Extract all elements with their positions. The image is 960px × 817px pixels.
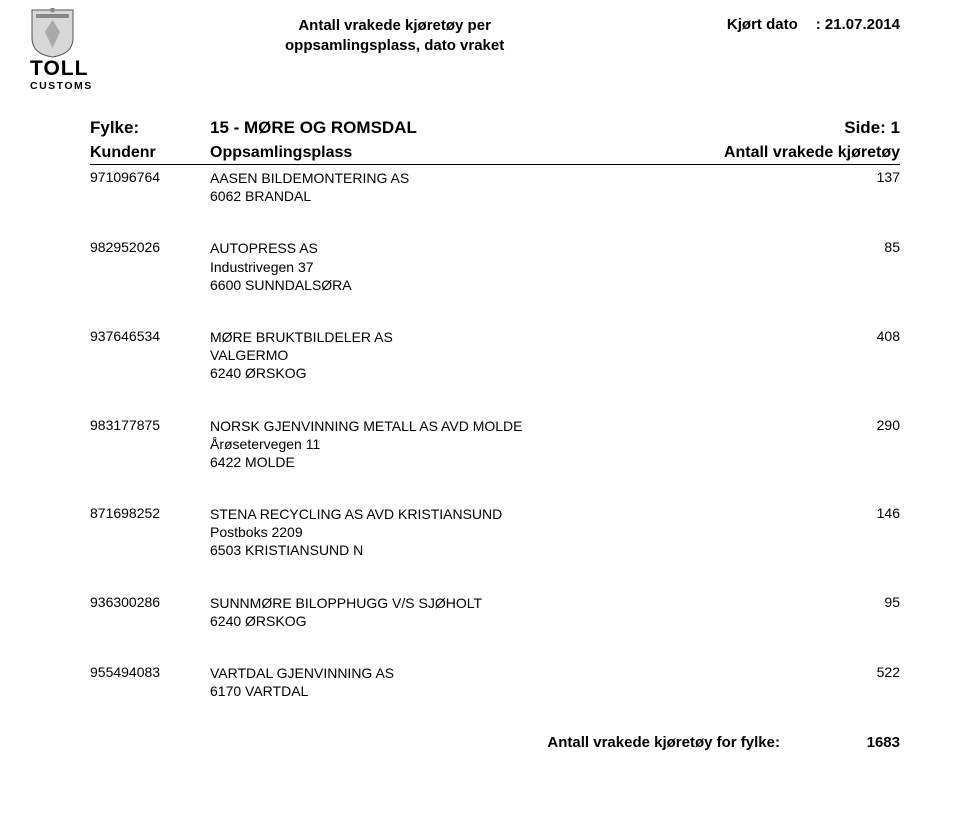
- table-row: 983177875NORSK GJENVINNING METALL AS AVD…: [90, 417, 900, 472]
- count-cell: 290: [840, 417, 900, 472]
- kundenr-cell: 971096764: [90, 169, 210, 205]
- company-name: AASEN BILDEMONTERING AS: [210, 169, 840, 187]
- total-value: 1683: [840, 734, 900, 751]
- company-name: STENA RECYCLING AS AVD KRISTIANSUND: [210, 505, 840, 523]
- address-line-2: 6422 MOLDE: [210, 453, 840, 471]
- oppsamlingsplass-cell: SUNNMØRE BILOPPHUGG V/S SJØHOLT6240 ØRSK…: [210, 594, 840, 630]
- table-row: 971096764AASEN BILDEMONTERING AS6062 BRA…: [90, 169, 900, 205]
- address-line-1: Industrivegen 37: [210, 258, 840, 276]
- address-line-2: 6062 BRANDAL: [210, 187, 840, 205]
- count-cell: 146: [840, 505, 900, 560]
- fylke-label: Fylke:: [90, 118, 210, 138]
- col-oppsamlingsplass: Oppsamlingsplass: [210, 144, 724, 162]
- company-name: MØRE BRUKTBILDELER AS: [210, 328, 840, 346]
- address-line-1: Årøsetervegen 11: [210, 435, 840, 453]
- address-line-1: Postboks 2209: [210, 523, 840, 541]
- column-headers: Kundenr Oppsamlingsplass Antall vrakede …: [90, 144, 900, 165]
- total-row: Antall vrakede kjøretøy for fylke: 1683: [90, 734, 900, 751]
- kundenr-cell: 955494083: [90, 664, 210, 700]
- fylke-heading: Fylke: 15 - MØRE OG ROMSDAL Side: 1: [90, 118, 900, 138]
- run-date-value: : 21.07.2014: [816, 16, 900, 33]
- oppsamlingsplass-cell: NORSK GJENVINNING METALL AS AVD MOLDEÅrø…: [210, 417, 840, 472]
- run-date: Kjørt dato : 21.07.2014: [727, 16, 900, 33]
- company-name: SUNNMØRE BILOPPHUGG V/S SJØHOLT: [210, 594, 840, 612]
- table-row: 982952026AUTOPRESS ASIndustrivegen 37660…: [90, 239, 900, 294]
- address-line-2: 6170 VARTDAL: [210, 682, 840, 700]
- oppsamlingsplass-cell: AASEN BILDEMONTERING AS6062 BRANDAL: [210, 169, 840, 205]
- kundenr-cell: 936300286: [90, 594, 210, 630]
- address-line-2: 6600 SUNNDALSØRA: [210, 276, 840, 294]
- count-cell: 522: [840, 664, 900, 700]
- toll-customs-logo: TOLL CUSTOMS: [30, 60, 100, 92]
- col-antall: Antall vrakede kjøretøy: [724, 144, 900, 162]
- logo-line-1: TOLL: [30, 60, 100, 78]
- table-row: 937646534MØRE BRUKTBILDELER ASVALGERMO62…: [90, 328, 900, 383]
- kundenr-cell: 871698252: [90, 505, 210, 560]
- kundenr-cell: 982952026: [90, 239, 210, 294]
- title-line-1: Antall vrakede kjøretøy per: [285, 16, 504, 36]
- table-row: 936300286SUNNMØRE BILOPPHUGG V/S SJØHOLT…: [90, 594, 900, 630]
- total-label: Antall vrakede kjøretøy for fylke:: [547, 734, 780, 751]
- address-line-2: 6240 ØRSKOG: [210, 364, 840, 382]
- col-kundenr: Kundenr: [90, 144, 210, 162]
- run-date-label: Kjørt dato: [727, 16, 798, 33]
- company-name: NORSK GJENVINNING METALL AS AVD MOLDE: [210, 417, 840, 435]
- kundenr-cell: 983177875: [90, 417, 210, 472]
- oppsamlingsplass-cell: AUTOPRESS ASIndustrivegen 376600 SUNNDAL…: [210, 239, 840, 294]
- address-line-2: 6503 KRISTIANSUND N: [210, 541, 840, 559]
- logo-line-2: CUSTOMS: [30, 80, 100, 92]
- count-cell: 85: [840, 239, 900, 294]
- report-title: Antall vrakede kjøretøy per oppsamlingsp…: [285, 16, 504, 55]
- company-name: VARTDAL GJENVINNING AS: [210, 664, 840, 682]
- address-line-2: 6240 ØRSKOG: [210, 612, 840, 630]
- fylke-value: 15 - MØRE OG ROMSDAL: [210, 118, 844, 138]
- oppsamlingsplass-cell: MØRE BRUKTBILDELER ASVALGERMO6240 ØRSKOG: [210, 328, 840, 383]
- count-cell: 408: [840, 328, 900, 383]
- company-name: AUTOPRESS AS: [210, 239, 840, 257]
- coat-of-arms-icon: [30, 8, 75, 58]
- count-cell: 137: [840, 169, 900, 205]
- kundenr-cell: 937646534: [90, 328, 210, 383]
- report-body: Fylke: 15 - MØRE OG ROMSDAL Side: 1 Kund…: [0, 118, 960, 751]
- report-header: Antall vrakede kjøretøy per oppsamlingsp…: [0, 0, 960, 58]
- title-line-2: oppsamlingsplass, dato vraket: [285, 36, 504, 56]
- table-row: 955494083VARTDAL GJENVINNING AS6170 VART…: [90, 664, 900, 700]
- entries-list: 971096764AASEN BILDEMONTERING AS6062 BRA…: [90, 169, 900, 700]
- page-number: Side: 1: [844, 118, 900, 138]
- oppsamlingsplass-cell: VARTDAL GJENVINNING AS6170 VARTDAL: [210, 664, 840, 700]
- oppsamlingsplass-cell: STENA RECYCLING AS AVD KRISTIANSUNDPostb…: [210, 505, 840, 560]
- count-cell: 95: [840, 594, 900, 630]
- address-line-1: VALGERMO: [210, 346, 840, 364]
- table-row: 871698252STENA RECYCLING AS AVD KRISTIAN…: [90, 505, 900, 560]
